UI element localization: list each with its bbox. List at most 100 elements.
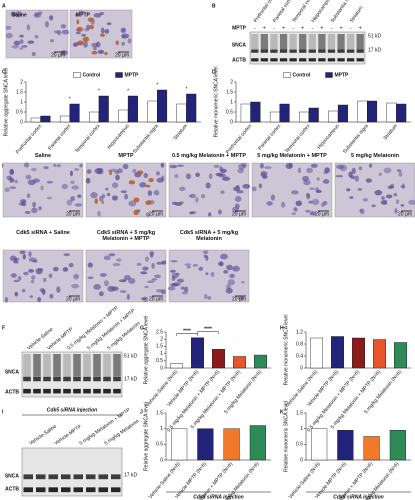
nucleus bbox=[4, 187, 10, 193]
bar bbox=[352, 337, 366, 369]
band bbox=[270, 34, 278, 50]
stain bbox=[133, 197, 140, 203]
bar bbox=[253, 354, 267, 369]
nucleus bbox=[43, 166, 49, 170]
nucleus bbox=[186, 265, 191, 269]
stain bbox=[133, 209, 139, 216]
nucleus bbox=[149, 251, 155, 256]
nucleus bbox=[41, 288, 46, 295]
nucleus bbox=[14, 179, 18, 184]
nucleus bbox=[225, 288, 233, 294]
nucleus bbox=[91, 42, 99, 48]
nucleus bbox=[38, 206, 42, 211]
panel-letter: B bbox=[212, 3, 216, 9]
scale-label: 20 µm bbox=[149, 211, 163, 217]
marker-label: 17 kD bbox=[368, 47, 381, 53]
bar bbox=[249, 425, 266, 461]
nucleus bbox=[200, 194, 206, 199]
band bbox=[346, 49, 355, 53]
nucleus bbox=[393, 192, 398, 197]
nucleus bbox=[229, 273, 236, 279]
nucleus bbox=[144, 285, 149, 289]
bar bbox=[118, 109, 129, 123]
nucleus bbox=[185, 173, 192, 180]
nucleus bbox=[79, 164, 83, 168]
nucleus bbox=[53, 266, 59, 272]
band bbox=[251, 58, 259, 62]
micrograph-label: MPTP bbox=[76, 12, 91, 18]
nucleus bbox=[309, 211, 316, 216]
legend-label: Control bbox=[83, 72, 101, 78]
nucleus bbox=[98, 291, 104, 297]
nucleus bbox=[110, 168, 118, 172]
nucleus bbox=[408, 199, 415, 205]
x-tick-label: Hippocampus bbox=[106, 123, 131, 151]
band bbox=[251, 34, 259, 50]
panel-letter: K bbox=[280, 409, 284, 415]
nucleus bbox=[291, 190, 299, 195]
nucleus bbox=[22, 254, 26, 260]
nucleus bbox=[10, 168, 14, 175]
scale-label: 20 µm bbox=[398, 211, 412, 217]
band bbox=[270, 49, 278, 53]
micrograph-label: Cdk5 siRNA + Saline bbox=[16, 230, 70, 236]
x-tick-label: Hippocampus bbox=[316, 123, 341, 151]
treatment-mark: - bbox=[350, 25, 352, 31]
nucleus bbox=[25, 174, 32, 180]
y-axis-title: Relative monomeric SNCA level bbox=[283, 401, 289, 472]
nucleus bbox=[37, 296, 42, 303]
nucleus bbox=[61, 29, 70, 35]
nucleus bbox=[92, 46, 97, 51]
micrograph bbox=[168, 249, 250, 303]
nucleus bbox=[146, 212, 150, 217]
band bbox=[279, 34, 288, 50]
nucleus bbox=[161, 175, 165, 182]
nucleus bbox=[222, 176, 231, 181]
significance-bracket bbox=[197, 331, 219, 334]
nucleus bbox=[78, 10, 85, 14]
nucleus bbox=[5, 25, 12, 30]
band bbox=[346, 34, 355, 50]
nucleus bbox=[351, 167, 356, 175]
band bbox=[73, 487, 83, 493]
scale-label: 20 µm bbox=[232, 296, 246, 302]
x-tick-label: Prefrontal cortex bbox=[15, 123, 43, 155]
bar bbox=[176, 103, 187, 123]
nucleus bbox=[179, 201, 184, 204]
significance: * bbox=[98, 88, 100, 94]
band bbox=[308, 49, 316, 53]
x-tick-label: Prefrontal cortex bbox=[225, 123, 253, 155]
band bbox=[299, 34, 307, 50]
bar bbox=[328, 110, 339, 123]
nucleus bbox=[160, 162, 165, 168]
lane-label: Striatum bbox=[349, 5, 365, 24]
band bbox=[98, 487, 108, 493]
nucleus bbox=[112, 195, 118, 201]
nucleus bbox=[21, 45, 28, 48]
nucleus bbox=[128, 277, 136, 284]
stain bbox=[148, 177, 154, 183]
nucleus bbox=[61, 183, 69, 190]
band bbox=[53, 376, 61, 382]
bar bbox=[59, 115, 70, 123]
nucleus bbox=[288, 162, 293, 169]
y-tick-label: 1.5 bbox=[226, 89, 233, 95]
micrograph-label: MPTP bbox=[118, 153, 134, 159]
nucleus bbox=[128, 200, 137, 207]
band-label: ACTB bbox=[5, 486, 19, 492]
panel-letter: F bbox=[2, 325, 5, 331]
band bbox=[23, 487, 33, 493]
nucleus bbox=[32, 201, 37, 208]
bar bbox=[232, 356, 246, 369]
nucleus bbox=[90, 192, 98, 199]
nucleus bbox=[232, 265, 240, 272]
nucleus bbox=[310, 163, 318, 168]
treatment-mark: + bbox=[282, 25, 285, 31]
nucleus bbox=[390, 183, 395, 188]
nucleus bbox=[26, 24, 31, 31]
nucleus bbox=[316, 189, 322, 193]
y-tick-label: 2 bbox=[20, 79, 23, 85]
panel-letter: C bbox=[2, 69, 6, 75]
bar bbox=[69, 103, 80, 123]
bar bbox=[363, 436, 380, 461]
